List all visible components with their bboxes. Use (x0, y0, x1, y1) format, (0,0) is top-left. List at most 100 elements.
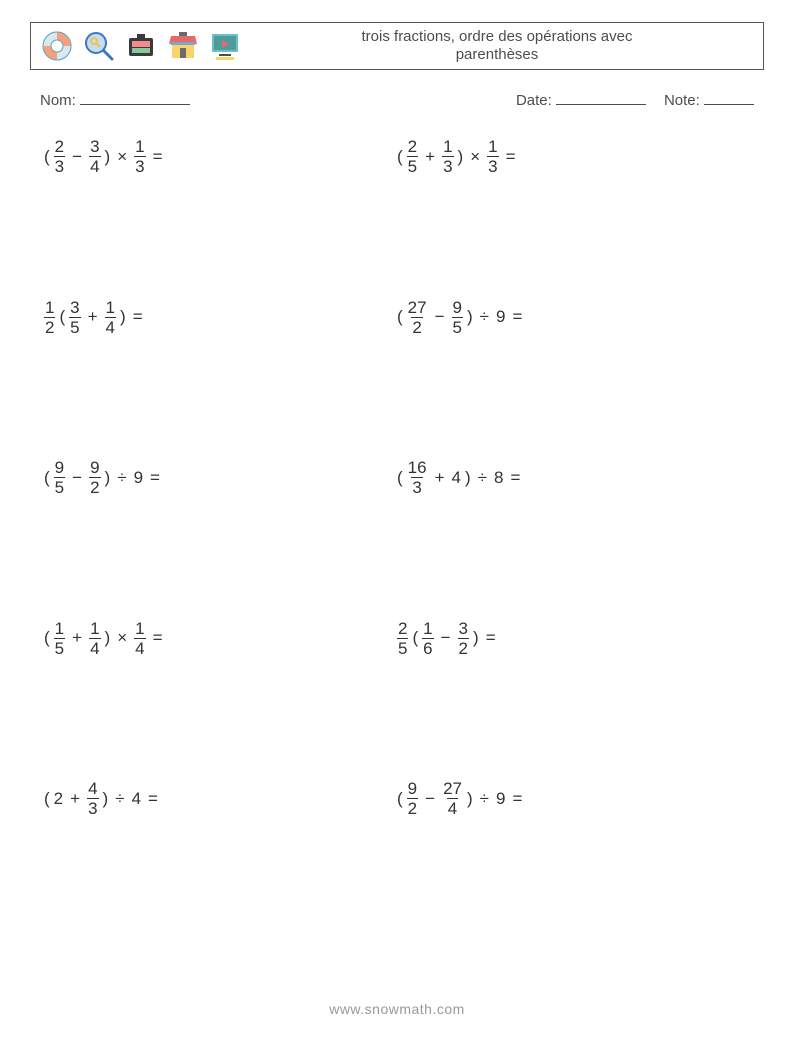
token: ) (467, 789, 473, 809)
operator: ÷ (477, 307, 492, 327)
fraction: 14 (134, 620, 145, 657)
token: ( (44, 628, 50, 648)
problem-3: 12(35+14)= (44, 291, 397, 452)
numerator: 4 (87, 780, 98, 798)
fraction: 32 (458, 620, 469, 657)
token: ) (103, 789, 109, 809)
numerator: 3 (458, 620, 469, 638)
denominator: 5 (54, 638, 65, 657)
denominator: 2 (89, 477, 100, 496)
token: ( (44, 789, 50, 809)
expression: (25+13)×13= (397, 138, 519, 175)
operator: ÷ (477, 789, 492, 809)
token: ) (467, 307, 473, 327)
numerator: 2 (397, 620, 408, 638)
numerator: 1 (134, 620, 145, 638)
operator: = (150, 147, 166, 167)
numerator: 3 (69, 299, 80, 317)
denominator: 2 (458, 638, 469, 657)
token: 9 (496, 307, 505, 327)
expression: (272−95)÷9= (397, 299, 525, 336)
numerator: 9 (452, 299, 463, 317)
fraction: 92 (89, 459, 100, 496)
token: ( (44, 468, 50, 488)
fraction: 34 (89, 138, 100, 175)
problem-10: (92−274)÷9= (397, 772, 750, 933)
denominator: 3 (411, 477, 422, 496)
note-blank[interactable] (704, 90, 754, 105)
denominator: 4 (105, 317, 116, 336)
fraction: 16 (422, 620, 433, 657)
monitor-icon (209, 30, 241, 62)
briefcase-icon (125, 30, 157, 62)
denominator: 5 (407, 156, 418, 175)
operator: = (145, 789, 161, 809)
fraction: 274 (442, 780, 463, 817)
denominator: 2 (407, 798, 418, 817)
numerator: 1 (105, 299, 116, 317)
operator: ÷ (475, 468, 490, 488)
magnifier-icon (83, 30, 115, 62)
numerator: 27 (407, 299, 428, 317)
token: 8 (494, 468, 503, 488)
denominator: 5 (452, 317, 463, 336)
operator: + (85, 307, 101, 327)
numerator: 1 (89, 620, 100, 638)
denominator: 2 (411, 317, 422, 336)
token: 9 (496, 789, 505, 809)
token: 2 (54, 789, 63, 809)
date-blank[interactable] (556, 90, 646, 105)
token: 4 (132, 789, 141, 809)
fraction: 95 (452, 299, 463, 336)
denominator: 2 (44, 317, 55, 336)
token: 9 (134, 468, 143, 488)
operator: = (509, 789, 525, 809)
problems-grid: (23−34)×13=(25+13)×13=12(35+14)=(272−95)… (44, 130, 750, 933)
token: ) (458, 147, 464, 167)
numerator: 16 (407, 459, 428, 477)
operator: + (67, 789, 83, 809)
fraction: 43 (87, 780, 98, 817)
footer-url: www.snowmath.com (0, 1001, 794, 1017)
token: ( (397, 147, 403, 167)
problem-4: (272−95)÷9= (397, 291, 750, 452)
denominator: 4 (89, 156, 100, 175)
token: ( (397, 307, 403, 327)
token: ( (397, 468, 403, 488)
date-label: Date: (516, 92, 552, 109)
denominator: 4 (89, 638, 100, 657)
problem-5: (95−92)÷9= (44, 451, 397, 612)
operator: ÷ (112, 789, 127, 809)
expression: (92−274)÷9= (397, 780, 525, 817)
numerator: 9 (89, 459, 100, 477)
operator: = (507, 468, 523, 488)
denominator: 3 (487, 156, 498, 175)
info-line: Nom: Date: Note: (40, 90, 754, 109)
token: ) (105, 628, 111, 648)
expression: (95−92)÷9= (44, 459, 163, 496)
fraction: 14 (105, 299, 116, 336)
expression: 25(16−32)= (397, 620, 499, 657)
worksheet-page: trois fractions, ordre des opérations av… (0, 0, 794, 1053)
date-field: Date: (516, 90, 646, 109)
denominator: 3 (54, 156, 65, 175)
fraction: 13 (442, 138, 453, 175)
numerator: 2 (407, 138, 418, 156)
expression: 12(35+14)= (44, 299, 146, 336)
storefront-icon (167, 30, 199, 62)
name-field: Nom: (40, 90, 516, 109)
operator: + (422, 147, 438, 167)
fraction: 23 (54, 138, 65, 175)
operator: = (147, 468, 163, 488)
name-blank[interactable] (80, 90, 190, 105)
numerator: 27 (442, 780, 463, 798)
operator: − (438, 628, 454, 648)
fraction: 95 (54, 459, 65, 496)
denominator: 3 (87, 798, 98, 817)
name-label: Nom: (40, 92, 76, 109)
problem-1: (23−34)×13= (44, 130, 397, 291)
operator: + (69, 628, 85, 648)
token: ) (473, 628, 479, 648)
token: ( (397, 789, 403, 809)
fraction: 92 (407, 780, 418, 817)
